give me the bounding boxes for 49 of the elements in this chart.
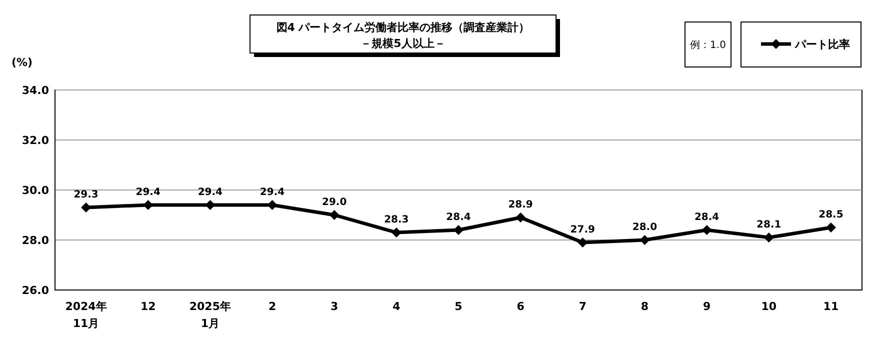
point — [516, 212, 526, 222]
data-label: 28.0 — [632, 222, 658, 233]
y-tick-label: 34.0 — [22, 84, 50, 97]
x-tick-label: 2024年 11月 — [65, 300, 107, 330]
point — [391, 228, 402, 238]
data-label: 29.0 — [322, 197, 347, 208]
x-tick-label: 3 — [330, 300, 338, 313]
point — [640, 235, 650, 245]
x-tick-label: 8 — [640, 300, 649, 313]
x-tick-label: 12 — [140, 300, 156, 313]
data-label: 28.3 — [384, 214, 409, 226]
point — [764, 232, 774, 242]
point — [329, 210, 340, 220]
point — [702, 225, 712, 235]
y-tick-label: 28.0 — [22, 234, 50, 247]
x-tick-label: 2 — [268, 300, 276, 313]
data-label: 29.4 — [136, 187, 160, 198]
chart-subtitle: －規模5人以上－ — [360, 37, 446, 50]
x-tick-label: 4 — [392, 300, 401, 313]
data-label: 27.9 — [570, 224, 596, 236]
data-label: 28.5 — [818, 210, 844, 220]
x-tick-label: 5 — [454, 300, 462, 313]
x-tick-label: 6 — [516, 300, 525, 313]
data-label: 28.1 — [756, 220, 782, 230]
y-axis-title: (%) — [11, 56, 33, 69]
y-tick-label: 32.0 — [22, 134, 50, 147]
legend: パート比率 — [740, 22, 862, 68]
x-tick-label: 2025年 1月 — [189, 300, 232, 330]
chart-title: 図4 パートタイム労働者比率の推移（調査産業計） — [276, 21, 530, 34]
data-label: 28.9 — [508, 200, 533, 210]
data-label: 29.3 — [74, 190, 98, 200]
point — [826, 222, 836, 232]
data-label: 28.4 — [694, 212, 720, 223]
x-tick-label: 9 — [702, 300, 711, 313]
title: 図4 パートタイム労働者比率の推移（調査産業計） －規模5人以上－ — [250, 14, 560, 57]
x-tick-label: 10 — [761, 300, 777, 313]
point — [578, 238, 588, 248]
y-tick-label: 26.0 — [22, 284, 50, 297]
point — [205, 200, 216, 210]
legend-label: パート比率 — [794, 38, 850, 51]
x-tick-label: 11 — [823, 300, 839, 313]
data-label: 28.4 — [446, 212, 471, 223]
data-label: 29.4 — [260, 187, 285, 198]
x-tick-label: 7 — [578, 300, 586, 313]
point — [267, 200, 278, 210]
y-tick-label: 30.0 — [22, 184, 50, 197]
data-label: 29.4 — [198, 187, 223, 198]
point — [454, 225, 464, 235]
annotation: 例：1.0 — [684, 22, 732, 68]
